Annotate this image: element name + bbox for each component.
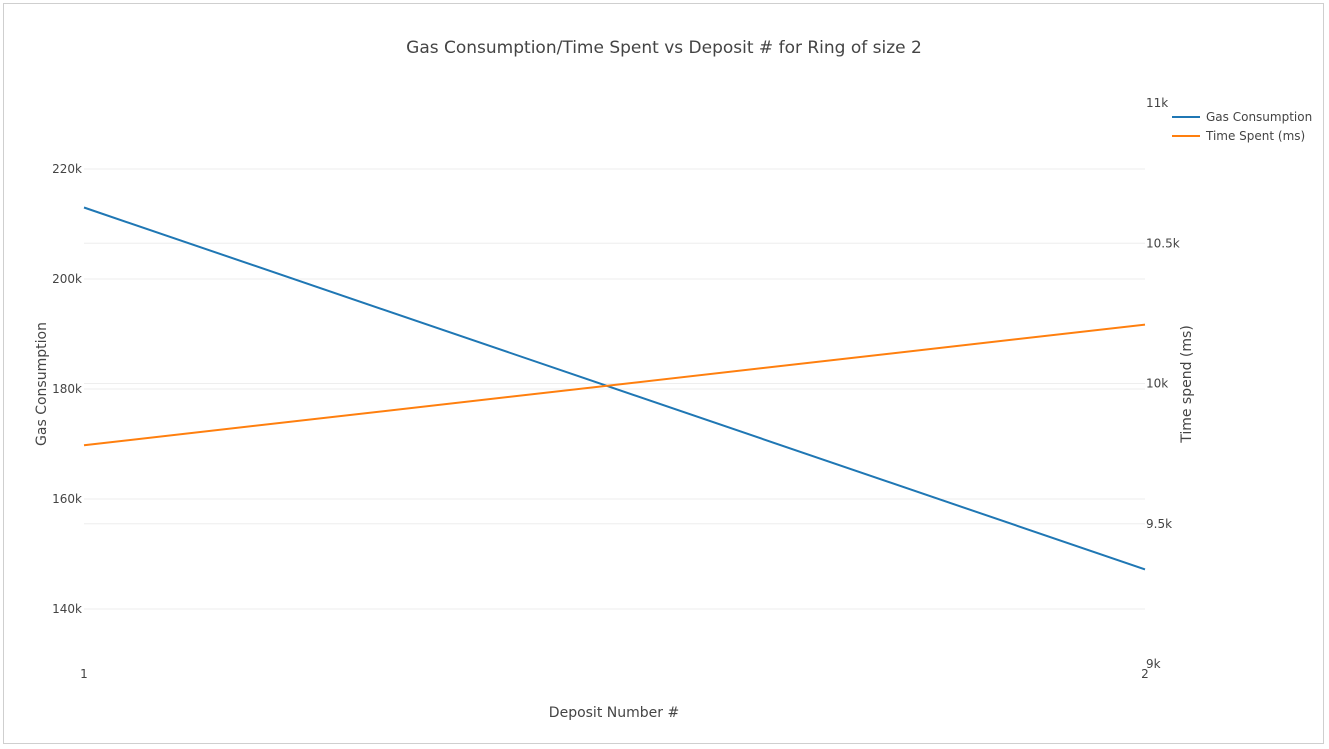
y-tick-label: 200k [52, 272, 82, 286]
y2-axis-label: Time spend (ms) [1179, 325, 1195, 444]
legend-label: Time Spent (ms) [1205, 129, 1305, 143]
y-axis-ticks: 140k 160k 180k 200k 220k [52, 162, 82, 616]
gridlines [84, 168, 1145, 610]
x-tick-label: 2 [1141, 667, 1149, 681]
chart-frame [3, 3, 1324, 744]
y2-tick-label: 9k [1146, 657, 1161, 671]
series-lines [83, 206, 1146, 571]
legend-item-gas-consumption[interactable]: Gas Consumption [1172, 110, 1312, 124]
chart-title: Gas Consumption/Time Spent vs Deposit # … [406, 38, 922, 58]
y2-tick-label: 10k [1146, 377, 1168, 391]
y2-tick-label: 11k [1146, 96, 1168, 110]
series-line-gas-consumption [83, 206, 1146, 571]
y-tick-label: 140k [52, 602, 82, 616]
series-line-time-spent-ms [83, 323, 1146, 447]
y-tick-label: 180k [52, 382, 82, 396]
y-tick-label: 160k [52, 492, 82, 506]
legend[interactable]: Gas Consumption Time Spent (ms) [1172, 110, 1312, 143]
y-tick-label: 220k [52, 162, 82, 176]
legend-label: Gas Consumption [1206, 110, 1312, 124]
x-tick-label: 1 [80, 667, 88, 681]
y2-tick-label: 9.5k [1146, 517, 1172, 531]
x-axis-label: Deposit Number # [549, 705, 679, 721]
y-axis-label: Gas Consumption [34, 322, 50, 446]
y2-axis-ticks: 9k 9.5k 10k 10.5k 11k [1146, 96, 1180, 671]
y2-tick-label: 10.5k [1146, 236, 1180, 250]
legend-item-time-spent-ms[interactable]: Time Spent (ms) [1172, 129, 1305, 143]
